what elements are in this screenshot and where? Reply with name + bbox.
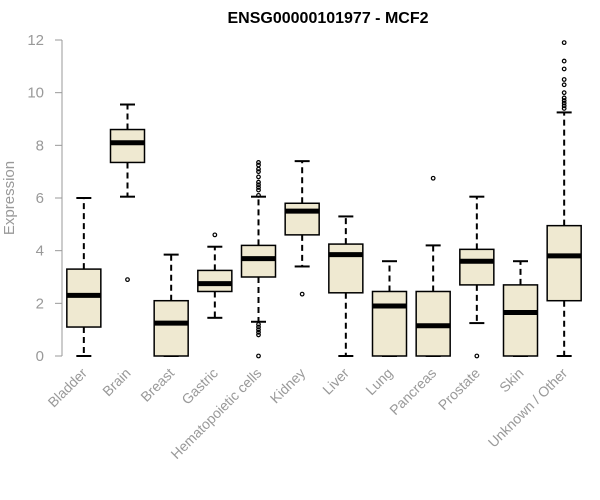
x-tick-label: Gastric	[178, 365, 221, 408]
outlier-point	[256, 187, 261, 193]
y-tick-label: 2	[36, 295, 44, 312]
boxes-group	[66, 40, 582, 359]
outlier-point	[212, 232, 218, 238]
y-tick-label: 0	[36, 348, 44, 365]
outlier-point	[256, 166, 261, 172]
y-tick-label: 6	[36, 190, 44, 207]
box-breast	[153, 253, 189, 357]
x-tick-label: Breast	[137, 365, 177, 405]
outlier-point	[256, 192, 261, 198]
x-tick-label: Bladder	[45, 365, 91, 411]
outlier-point	[561, 40, 567, 46]
outlier-point	[256, 329, 261, 335]
outlier-point	[561, 95, 567, 101]
box-rect	[153, 299, 189, 357]
outlier-point	[256, 353, 261, 359]
box-hematopoietic-cells	[240, 160, 277, 359]
outlier-point	[256, 160, 261, 165]
box-rect	[197, 269, 233, 293]
y-tick-label: 10	[27, 85, 44, 102]
box-rect	[371, 290, 408, 357]
x-tick-label: Prostate	[435, 365, 483, 413]
box-rect	[459, 248, 495, 286]
box-rect	[284, 202, 320, 236]
outlier-point	[256, 322, 261, 327]
box-lung	[371, 260, 408, 357]
outlier-point	[561, 100, 567, 106]
y-tick-label: 4	[36, 243, 44, 260]
y-tick-label: 12	[27, 32, 44, 49]
outlier-point	[256, 162, 261, 168]
x-tick-label: Brain	[99, 365, 133, 399]
chart-title: ENSG00000101977 - MCF2	[228, 10, 429, 27]
x-tick-label: Skin	[496, 365, 527, 396]
x-tick-label: Unknown / Other	[485, 365, 571, 451]
outlier-point	[561, 58, 567, 64]
outlier-point	[561, 90, 567, 96]
box-skin	[502, 260, 539, 357]
y-axis: 0 2 4 6 8 10 12	[27, 32, 63, 365]
outlier-point	[561, 66, 567, 72]
outlier-point	[256, 332, 261, 338]
outlier-point	[561, 106, 567, 111]
box-rect	[502, 284, 539, 357]
y-axis-label: Expression	[1, 161, 18, 235]
outlier-point	[561, 77, 567, 82]
x-tick-label: Liver	[319, 365, 352, 398]
box-unknown-other	[546, 40, 582, 357]
box-bladder	[66, 197, 102, 357]
box-rect	[546, 224, 582, 302]
outlier-point	[430, 175, 436, 181]
outlier-point	[561, 82, 567, 88]
x-tick-label: Lung	[362, 365, 395, 398]
outlier-point	[256, 182, 261, 188]
outlier-point	[256, 324, 261, 330]
box-liver	[328, 215, 364, 357]
x-tick-label: Pancreas	[386, 365, 439, 418]
box-brain	[109, 103, 146, 283]
box-rect	[240, 244, 277, 278]
outlier-point	[256, 174, 261, 180]
box-pancreas	[415, 175, 451, 357]
outlier-point	[299, 291, 305, 297]
outlier-point	[561, 103, 567, 109]
box-rect	[109, 128, 146, 164]
outlier-point	[474, 353, 480, 359]
box-gastric	[197, 232, 233, 319]
outlier-point	[125, 277, 130, 283]
x-tick-label: Kidney	[267, 365, 309, 407]
box-rect	[328, 243, 364, 294]
box-rect	[66, 268, 102, 328]
outlier-point	[256, 169, 261, 175]
outlier-point	[256, 327, 261, 333]
outlier-point	[256, 185, 261, 190]
outlier-point	[561, 98, 567, 103]
box-kidney	[284, 160, 320, 297]
outlier-point	[256, 179, 261, 185]
box-prostate	[459, 195, 495, 359]
y-tick-label: 8	[36, 137, 44, 154]
